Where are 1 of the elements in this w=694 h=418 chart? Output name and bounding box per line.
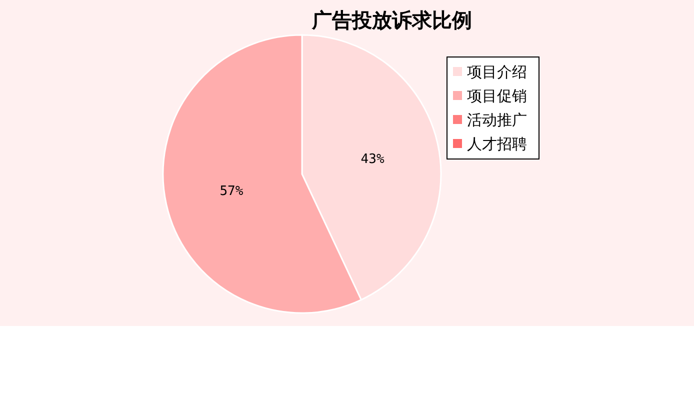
title: 广告投放诉求比例	[312, 8, 472, 32]
